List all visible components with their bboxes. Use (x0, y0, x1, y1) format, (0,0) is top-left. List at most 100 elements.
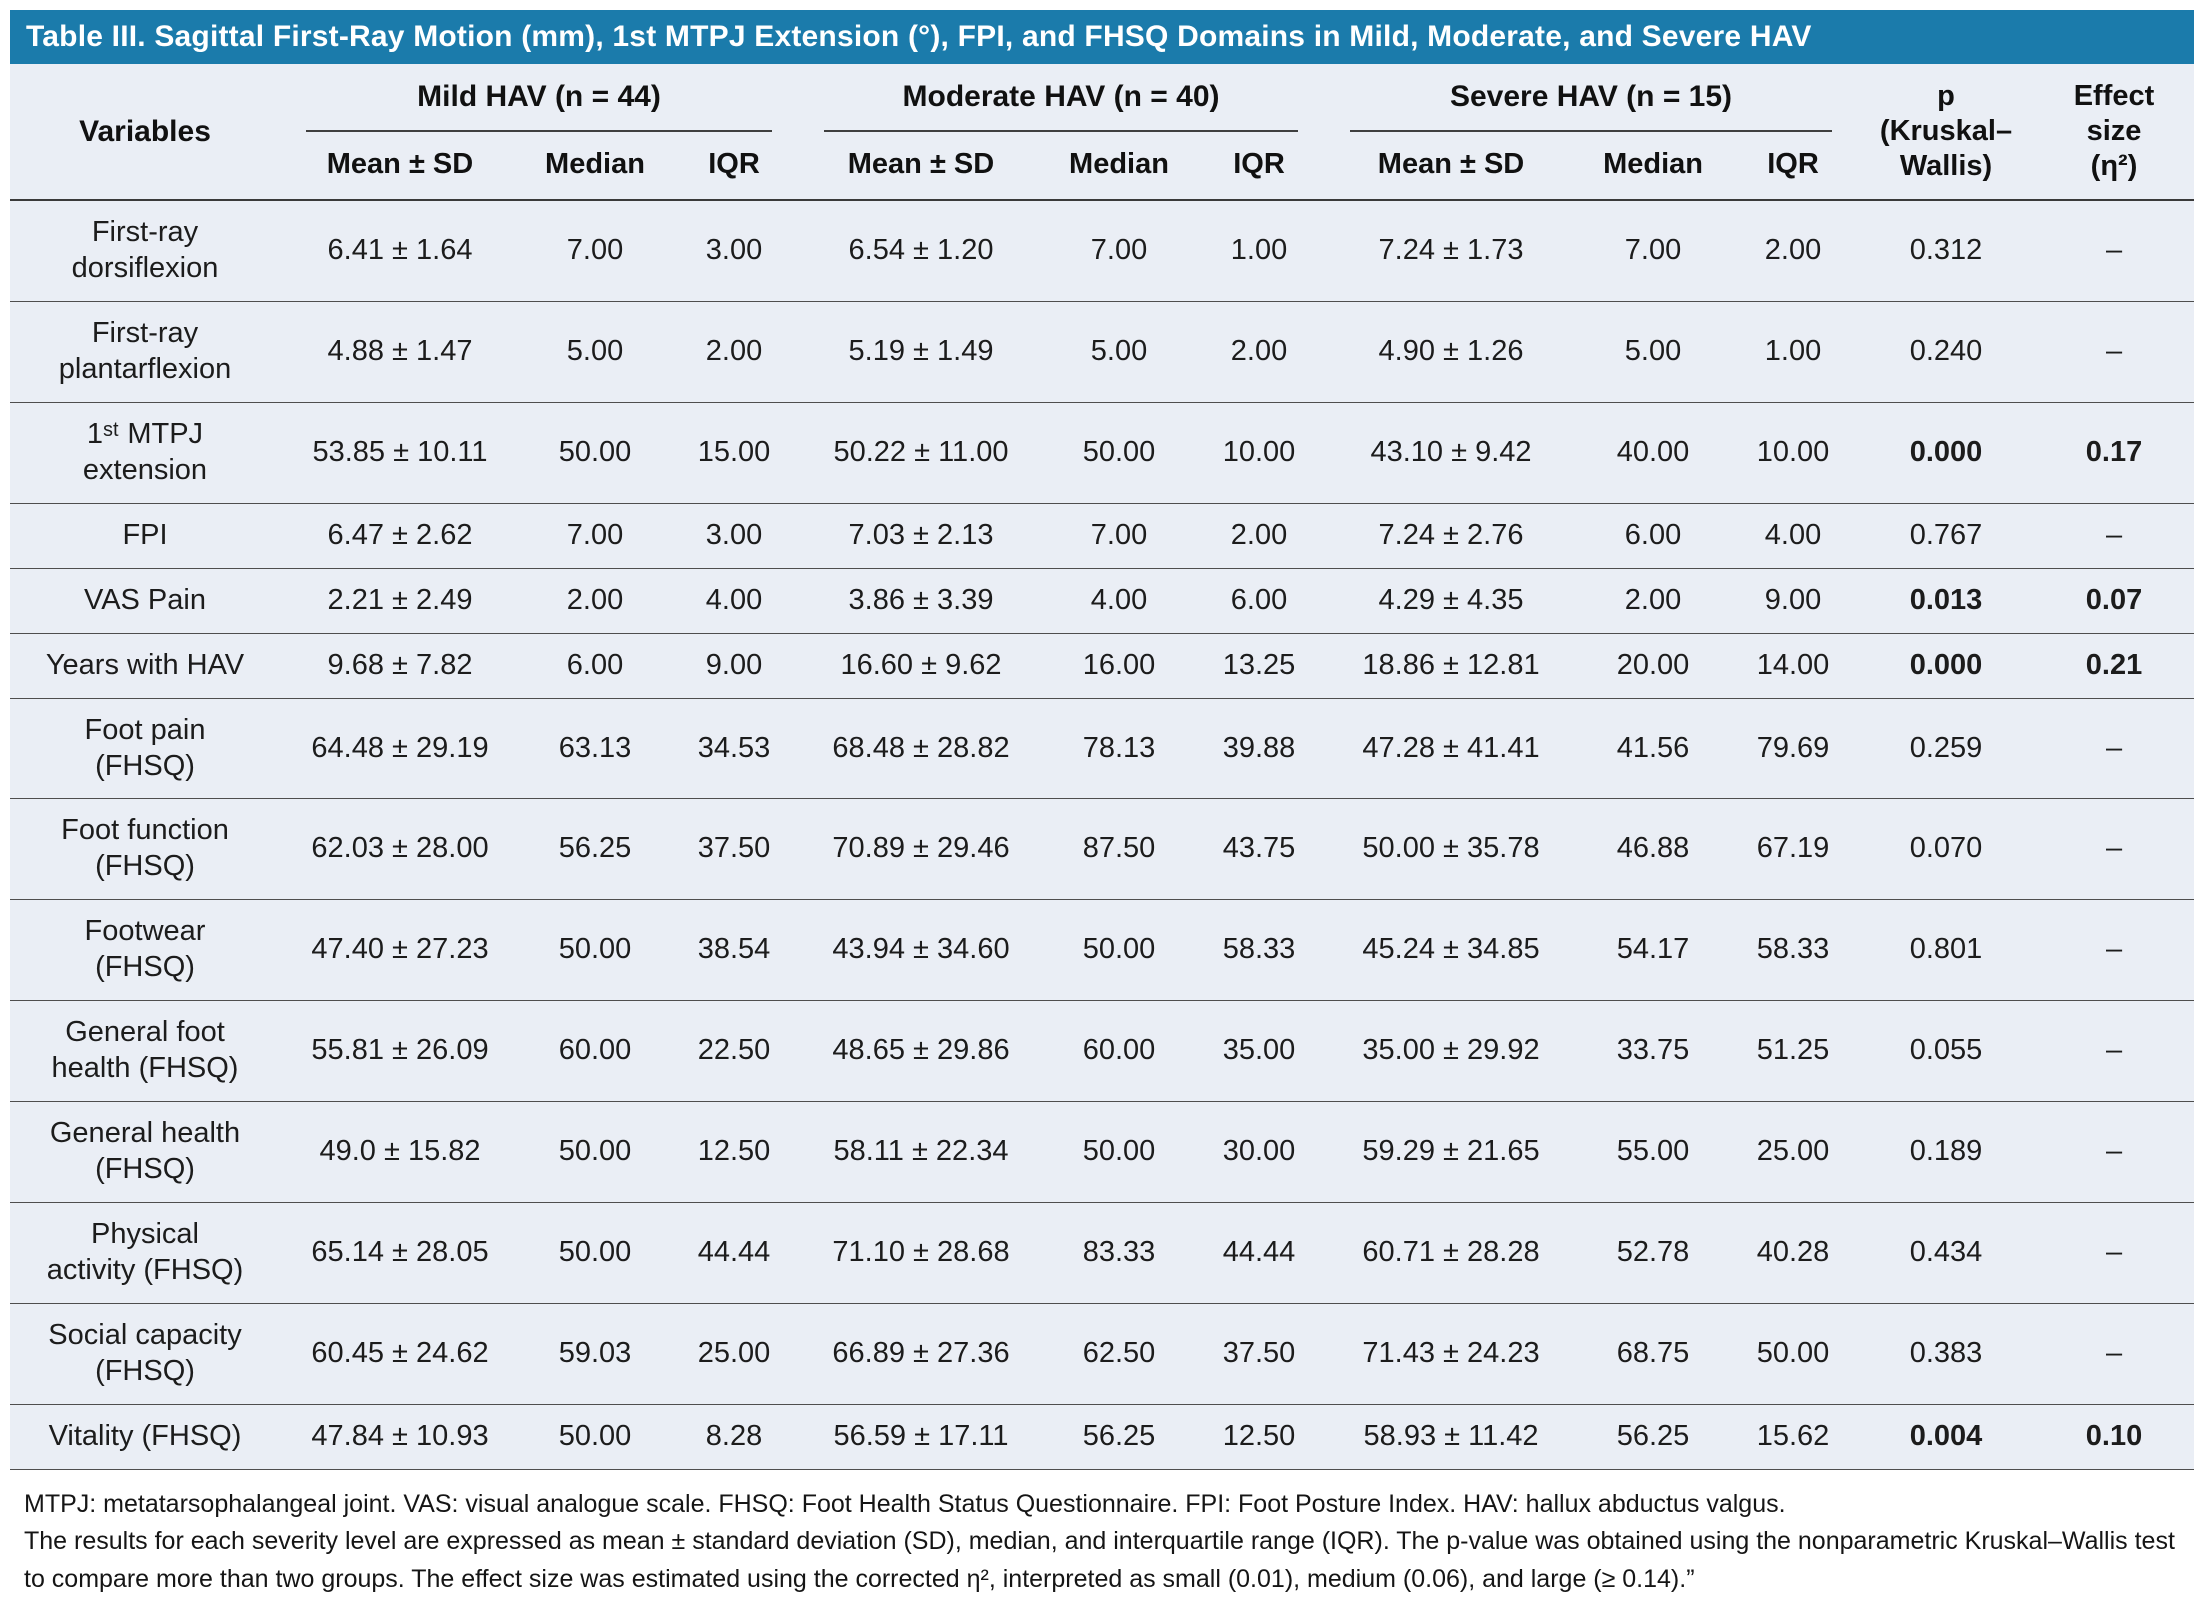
value-cell: 2.00 (1194, 300, 1325, 403)
value-cell: 7.00 (1044, 502, 1194, 569)
value-cell: 71.43 ± 24.23 (1324, 1303, 1579, 1405)
value-cell: 9.68 ± 7.82 (280, 632, 520, 699)
table-row: First-ray dorsiflexion 6.41 ± 1.64 7.00 3.0… (10, 198, 2195, 302)
value-cell: 6.54 ± 1.20 (798, 198, 1044, 302)
p-value-cell: 0.801 (1858, 899, 2035, 1001)
value-cell: 44.44 (670, 1202, 798, 1304)
value-cell: 4.00 (1728, 502, 1859, 569)
value-cell: 3.00 (670, 198, 798, 302)
value-cell: 37.50 (1194, 1303, 1325, 1405)
value-cell: 49.0 ± 15.82 (280, 1101, 520, 1203)
variables-header: Variables (79, 114, 211, 148)
value-cell: 33.75 (1578, 1000, 1729, 1102)
value-cell: 37.50 (670, 798, 798, 900)
table-row: Foot function (FHSQ) 62.03 ± 28.00 56.25 37… (10, 798, 2195, 900)
effect-size-cell: – (2034, 899, 2195, 1001)
p-value-cell: 0.240 (1858, 300, 2035, 403)
variable-cell: Social capacity (FHSQ) (10, 1303, 280, 1405)
value-cell: 50.00 (1044, 401, 1194, 504)
value-cell: 2.00 (670, 300, 798, 403)
value-cell: 62.03 ± 28.00 (280, 798, 520, 900)
value-cell: 60.71 ± 28.28 (1324, 1202, 1579, 1304)
value-cell: 5.00 (520, 300, 670, 403)
moderate-iqr-header: IQR (1233, 148, 1285, 180)
value-cell: 8.28 (670, 1403, 798, 1470)
value-cell: 4.29 ± 4.35 (1324, 567, 1579, 634)
table-row: Physical activity (FHSQ) 65.14 ± 28.05 50.… (10, 1202, 2195, 1304)
value-cell: 47.28 ± 41.41 (1324, 697, 1579, 799)
value-cell: 58.93 ± 11.42 (1324, 1403, 1579, 1470)
value-cell: 50.00 (1044, 899, 1194, 1001)
table-row: Social capacity (FHSQ) 60.45 ± 24.62 59.03… (10, 1303, 2195, 1405)
value-cell: 56.25 (1578, 1403, 1729, 1470)
value-cell: 56.59 ± 17.11 (798, 1403, 1044, 1470)
p-value-cell: 0.013 (1858, 567, 2035, 634)
table-row: Years with HAV 9.68 ± 7.82 6.00 9.00 16.60 ±… (10, 632, 2195, 699)
value-cell: 51.25 (1728, 1000, 1859, 1102)
value-cell: 5.00 (1044, 300, 1194, 403)
variable-cell: Foot pain (FHSQ) (10, 697, 280, 799)
severe-iqr-header: IQR (1767, 148, 1819, 180)
value-cell: 7.00 (520, 502, 670, 569)
group-header-severe: Severe HAV (n = 15) (1324, 64, 1858, 132)
variable-cell: First-ray dorsiflexion (10, 198, 280, 302)
p-value-cell: 0.312 (1858, 198, 2035, 302)
value-cell: 63.13 (520, 697, 670, 799)
table-row: Vitality (FHSQ) 47.84 ± 10.93 50.00 8.28 56.… (10, 1403, 2195, 1470)
variable-cell: Foot function (FHSQ) (10, 798, 280, 900)
severe-median-header: Median (1603, 148, 1703, 180)
p-value-cell: 0.189 (1858, 1101, 2035, 1203)
value-cell: 16.00 (1044, 632, 1194, 699)
group-label-severe: Severe HAV (n = 15) (1350, 80, 1833, 132)
table-header: Variables Mild HAV (n = 44) Moderate HAV… (10, 64, 2194, 200)
value-cell: 47.84 ± 10.93 (280, 1403, 520, 1470)
value-cell: 6.41 ± 1.64 (280, 198, 520, 302)
value-cell: 54.17 (1578, 899, 1729, 1001)
value-cell: 6.47 ± 2.62 (280, 502, 520, 569)
table-row: VAS Pain 2.21 ± 2.49 2.00 4.00 3.86 ± 3.39 4.… (10, 567, 2195, 634)
value-cell: 1.00 (1728, 300, 1859, 403)
value-cell: 60.45 ± 24.62 (280, 1303, 520, 1405)
table-body: First-ray dorsiflexion 6.41 ± 1.64 7.00 3.0… (10, 198, 2195, 1470)
value-cell: 34.53 (670, 697, 798, 799)
table-row: FPI 6.47 ± 2.62 7.00 3.00 7.03 ± 2.13 7.00 2.0… (10, 502, 2195, 569)
p-value-cell: 0.259 (1858, 697, 2035, 799)
p-value-cell: 0.000 (1858, 632, 2035, 699)
moderate-mean-sd-header: Mean ± SD (847, 148, 995, 180)
effect-size-cell: – (2034, 300, 2195, 403)
effect-size-cell: 0.17 (2034, 401, 2195, 504)
effect-size-cell: – (2034, 1000, 2195, 1102)
variable-cell: Footwear (FHSQ) (10, 899, 280, 1001)
p-value-cell: 0.055 (1858, 1000, 2035, 1102)
table-row: First-ray plantarflexion 4.88 ± 1.47 5.00 2… (10, 300, 2195, 403)
value-cell: 4.00 (670, 567, 798, 634)
p-value-cell: 0.000 (1858, 401, 2035, 504)
value-cell: 38.54 (670, 899, 798, 1001)
effect-size-cell: – (2034, 198, 2195, 302)
table-title: Table III. Sagittal First-Ray Motion (mm… (26, 20, 1812, 53)
group-header-row: Variables Mild HAV (n = 44) Moderate HAV… (10, 64, 2194, 182)
value-cell: 70.89 ± 29.46 (798, 798, 1044, 900)
value-cell: 2.21 ± 2.49 (280, 567, 520, 634)
effect-size-cell: – (2034, 697, 2195, 799)
value-cell: 1.00 (1194, 198, 1325, 302)
effect-size-cell: 0.10 (2034, 1403, 2195, 1470)
value-cell: 59.03 (520, 1303, 670, 1405)
value-cell: 52.78 (1578, 1202, 1729, 1304)
value-cell: 45.24 ± 34.85 (1324, 899, 1579, 1001)
value-cell: 2.00 (1194, 502, 1325, 569)
value-cell: 2.00 (1728, 198, 1859, 302)
value-cell: 7.00 (1578, 198, 1729, 302)
value-cell: 7.24 ± 1.73 (1324, 198, 1579, 302)
value-cell: 50.00 (520, 1202, 670, 1304)
value-cell: 64.48 ± 29.19 (280, 697, 520, 799)
value-cell: 58.33 (1728, 899, 1859, 1001)
value-cell: 50.00 (520, 1403, 670, 1470)
table-title-bar: Table III. Sagittal First-Ray Motion (mm… (10, 10, 2194, 64)
value-cell: 7.00 (1044, 198, 1194, 302)
p-value-cell: 0.383 (1858, 1303, 2035, 1405)
p-value-header: p (Kruskal– Wallis) (1879, 80, 2013, 182)
table-row: General health (FHSQ) 49.0 ± 15.82 50.00 12… (10, 1101, 2195, 1203)
value-cell: 35.00 ± 29.92 (1324, 1000, 1579, 1102)
